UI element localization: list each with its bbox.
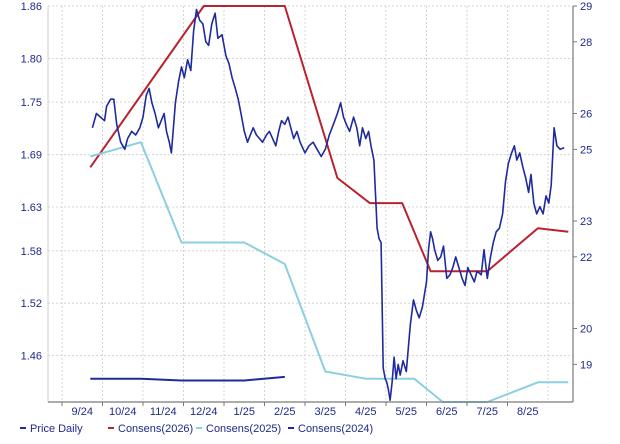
y-right-tick-label: 28 [580,37,592,49]
y-left-tick-label: 1.58 [21,246,42,258]
y-right-tick-label: 25 [580,144,592,156]
series-line-consens-2024 [90,375,285,382]
y-right-tick-label: 23 [580,216,592,228]
y-left-tick-label: 1.63 [21,202,42,214]
legend-label: Consens(2026) [118,423,193,435]
x-tick-label: 11/24 [150,406,177,418]
y-right-tick-label: 29 [580,1,592,13]
x-tick-label: 1/25 [234,406,255,418]
legend: Price Daily Consens(2026) Consens(2025) Con… [20,423,373,435]
x-tick-label: 12/24 [190,406,218,418]
series-line-consens-2025 [90,141,569,403]
x-tick-label: 2/25 [274,406,295,418]
x-tick-label: 3/25 [315,406,336,418]
x-tick-label: 5/25 [396,406,417,418]
y-left-tick-label: 1.69 [21,150,42,162]
series-line-consens-2026 [89,5,569,273]
y-left-tick-label: 1.46 [21,351,42,363]
y-right-tick-label: 26 [580,109,592,121]
y-left-tick-label: 1.75 [21,97,42,109]
x-tick-label: 10/24 [109,406,137,418]
x-tick-label: 8/25 [517,406,538,418]
ticks-layer: 1.86 1.80 1.75 1.69 1.63 1.58 1.52 1.46 29 28 26 25… [21,1,593,418]
y-right-tick-label: 19 [580,359,592,371]
legend-label: Price Daily [30,423,83,435]
x-tick-label: 9/24 [72,406,93,418]
y-right-tick-label: 22 [580,252,592,264]
legend-label: Consens(2024) [298,423,373,435]
legend-label: Consens(2025) [206,423,281,435]
series-line-price-daily [91,8,565,402]
x-tick-label: 6/25 [436,406,457,418]
y-left-tick-label: 1.80 [21,53,42,65]
y-left-tick-label: 1.86 [21,1,42,13]
series-layer [89,5,569,403]
y-right-tick-label: 20 [580,324,592,336]
y-left-tick-label: 1.52 [21,298,42,310]
x-tick-label: 4/25 [355,406,376,418]
x-tick-label: 7/25 [477,406,498,418]
